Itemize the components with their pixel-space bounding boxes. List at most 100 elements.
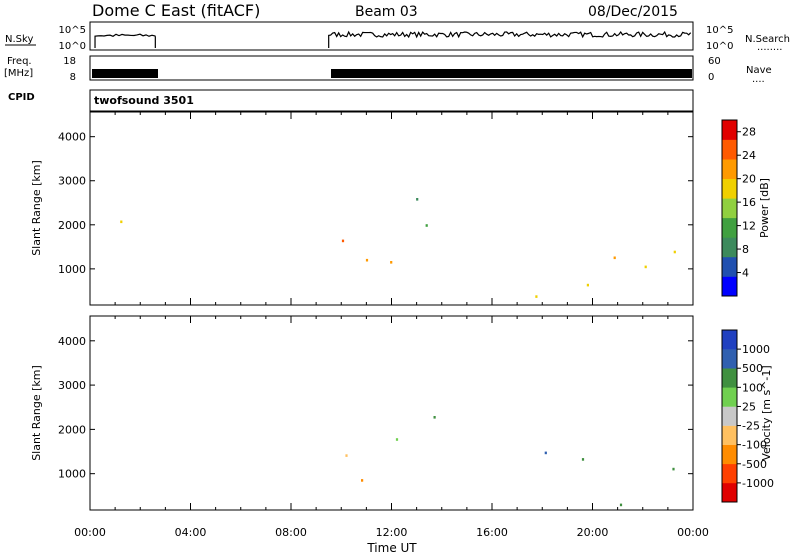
nsearch-label: N.Search	[745, 34, 790, 45]
colorbar-segment	[722, 217, 737, 238]
time-axis: 00:00 04:00 08:00 12:00 16:00 20:00 00:00	[74, 526, 709, 539]
cpid-panel: CPID twofsound 3501	[8, 89, 694, 112]
echo-cell	[672, 467, 675, 471]
nsky-tick-top: 10^5	[59, 25, 86, 36]
echo-cell	[416, 198, 419, 201]
y-tick-label: 2000	[58, 423, 86, 436]
colorbar-tick-label: 28	[742, 126, 756, 139]
colorbar-tick-label: 12	[742, 220, 756, 233]
colorbar-segment	[722, 406, 737, 426]
nsky-label: N.Sky	[5, 34, 33, 45]
colorbar-tick-label: 25	[742, 400, 756, 413]
power-colorbar: 28 24 20 16 12 8 4	[721, 119, 756, 297]
plot-title: Dome C East (fitACF)	[92, 1, 260, 20]
beam-label: Beam 03	[355, 4, 418, 20]
colorbar-segment	[722, 139, 737, 160]
colorbar-segment	[722, 463, 737, 484]
echo-cell	[613, 256, 616, 260]
velocity-frame	[89, 315, 694, 511]
echo-cell	[395, 438, 399, 441]
colorbar-tick-label: 500	[742, 362, 763, 375]
colorbar-segment	[722, 256, 737, 277]
power-frame	[89, 111, 694, 306]
nsearch-tick-top: 10^5	[706, 25, 733, 36]
echo-cell	[365, 258, 369, 262]
colorbar-segment	[722, 120, 737, 140]
colorbar-segment	[722, 276, 737, 297]
x-axis-label: Time UT	[366, 541, 417, 554]
colorbar-segment	[722, 368, 737, 388]
freq-tick-top: 18	[63, 56, 76, 67]
velocity-echo-cells	[345, 416, 675, 507]
colorbar-tick-label: -500	[742, 458, 767, 471]
freq-trace-segment-1	[92, 69, 158, 78]
cpid-value: twofsound 3501	[94, 94, 194, 107]
nsearch-dots: ........	[757, 42, 782, 53]
colorbar-tick-label: 1000	[742, 343, 770, 356]
x-tick-label: 20:00	[577, 526, 609, 539]
colorbar-tick-label: 20	[742, 173, 756, 186]
velocity-colorbar: 1000 500 100 25 -25 -100 -500 -1000	[721, 329, 774, 503]
power-colorbar-label: Power [dB]	[758, 178, 771, 238]
nsky-frame	[89, 21, 694, 51]
power-y-axis-label: Slant Range [km]	[30, 160, 43, 256]
x-tick-label: 00:00	[74, 526, 106, 539]
y-tick-label: 3000	[58, 175, 86, 188]
colorbar-tick-label: 24	[742, 149, 756, 162]
y-tick-label: 3000	[58, 379, 86, 392]
echo-cell	[586, 283, 589, 287]
velocity-colorbar-label: Velocity [m s^-1]	[760, 365, 773, 460]
echo-cell	[673, 250, 676, 254]
colorbar-tick-label: 100	[742, 381, 763, 394]
x-tick-label: 12:00	[376, 526, 408, 539]
colorbar-segment	[722, 198, 737, 219]
echo-cell	[644, 265, 647, 269]
echo-cell	[535, 295, 538, 298]
echo-cell	[341, 239, 345, 243]
date-label: 08/Dec/2015	[588, 4, 678, 20]
echo-cell	[581, 458, 585, 461]
x-tick-label: 00:00	[677, 526, 709, 539]
y-tick-label: 2000	[58, 219, 86, 232]
colorbar-tick-label: -100	[742, 439, 767, 452]
echo-cell	[390, 261, 393, 264]
y-tick-label: 4000	[58, 131, 86, 144]
echo-cell	[345, 454, 348, 457]
colorbar-frame	[721, 329, 738, 503]
power-y-ticks: 1000 2000 3000 4000	[58, 112, 694, 305]
nsearch-tick-bottom: 10^0	[706, 41, 733, 52]
colorbar-tick-label: 16	[742, 196, 756, 209]
y-tick-label: 4000	[58, 335, 86, 348]
colorbar-segment	[722, 349, 737, 369]
freq-trace-segment-2	[331, 69, 692, 78]
freq-panel: Freq. [MHz] 18 8 60 0 Nave ....	[4, 55, 772, 85]
echo-cell	[120, 220, 123, 224]
nave-tick-top: 60	[708, 56, 721, 67]
cpid-frame	[89, 89, 694, 112]
echo-cell	[361, 479, 364, 482]
velocity-panel: 1000 2000 3000 4000 Slant Range [km] 1000 50…	[30, 315, 774, 511]
colorbar-segment	[722, 425, 737, 445]
colorbar-tick-label: 8	[742, 243, 749, 256]
y-tick-label: 1000	[58, 468, 86, 481]
colorbar-frame	[721, 119, 738, 297]
cpid-label: CPID	[8, 92, 35, 103]
x-tick-label: 08:00	[275, 526, 307, 539]
nave-tick-bottom: 0	[708, 72, 714, 83]
echo-cell	[425, 224, 428, 227]
echo-cell	[619, 503, 623, 507]
nave-label: Nave	[746, 65, 772, 76]
colorbar-segment	[722, 330, 737, 350]
colorbar-segment	[722, 482, 737, 503]
freq-label: Freq.	[7, 56, 32, 67]
y-tick-label: 1000	[58, 263, 86, 276]
colorbar-segment	[722, 444, 737, 465]
colorbar-tick-label: -25	[742, 420, 760, 433]
x-tick-label: 16:00	[476, 526, 508, 539]
freq-tick-bottom: 8	[70, 72, 76, 83]
colorbar-segment	[722, 387, 737, 407]
nsky-panel: N.Sky 10^5 10^0 10^5 10^0 N.Search .....…	[5, 21, 790, 53]
colorbar-segment	[722, 159, 737, 179]
nave-dots: ....	[752, 74, 765, 85]
